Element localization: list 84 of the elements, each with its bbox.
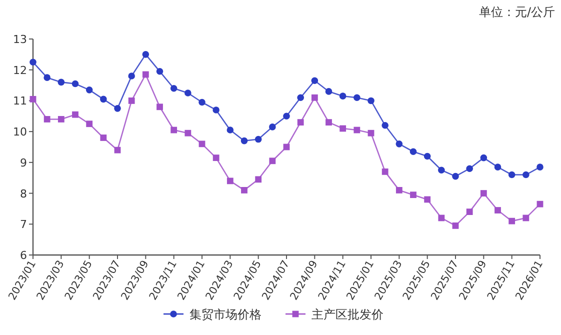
point bbox=[254, 136, 262, 143]
point bbox=[368, 97, 374, 104]
y-tick-label: 13 bbox=[13, 33, 27, 46]
y-tick-label: 7 bbox=[20, 218, 27, 232]
point bbox=[368, 130, 374, 136]
point bbox=[58, 78, 65, 86]
point bbox=[30, 96, 36, 102]
point bbox=[466, 208, 473, 215]
point bbox=[396, 187, 402, 194]
point bbox=[156, 104, 163, 110]
y-tick-label: 9 bbox=[20, 156, 27, 170]
point bbox=[170, 84, 178, 92]
point bbox=[424, 152, 431, 160]
point bbox=[30, 58, 36, 66]
point bbox=[198, 140, 206, 148]
point bbox=[326, 119, 332, 126]
point bbox=[410, 148, 417, 156]
point bbox=[114, 146, 121, 154]
point bbox=[86, 120, 93, 128]
point bbox=[100, 134, 107, 141]
y-tick-label: 6 bbox=[20, 249, 27, 262]
point bbox=[128, 72, 135, 80]
point bbox=[522, 171, 530, 178]
point bbox=[494, 207, 501, 214]
point bbox=[269, 158, 276, 164]
point bbox=[72, 80, 79, 88]
point bbox=[44, 116, 50, 122]
point bbox=[297, 94, 304, 102]
point bbox=[354, 126, 360, 134]
point bbox=[44, 74, 50, 81]
point bbox=[72, 111, 78, 118]
point bbox=[269, 124, 276, 130]
point bbox=[128, 98, 135, 104]
point bbox=[536, 164, 544, 170]
point bbox=[382, 168, 388, 175]
point bbox=[354, 94, 360, 102]
point bbox=[340, 125, 346, 132]
point bbox=[466, 165, 473, 172]
point bbox=[396, 140, 403, 148]
y-tick-label: 12 bbox=[13, 64, 27, 77]
point bbox=[212, 106, 220, 114]
point bbox=[86, 86, 93, 94]
point bbox=[240, 137, 248, 144]
point bbox=[212, 154, 220, 161]
y-tick-label: 11 bbox=[13, 94, 27, 108]
point bbox=[452, 172, 459, 180]
point bbox=[156, 68, 164, 75]
y-tick-label: 8 bbox=[20, 187, 27, 200]
point bbox=[382, 122, 388, 129]
point bbox=[311, 94, 318, 101]
point bbox=[226, 178, 234, 184]
point bbox=[522, 214, 530, 222]
legend-label: 主产区批发价 bbox=[312, 308, 384, 322]
point bbox=[536, 200, 544, 208]
point bbox=[241, 187, 248, 194]
point bbox=[480, 190, 487, 196]
point bbox=[114, 105, 121, 112]
point bbox=[100, 96, 107, 103]
point bbox=[184, 90, 192, 96]
point bbox=[142, 51, 150, 58]
text: 单位：元/公斤 bbox=[478, 5, 555, 19]
point bbox=[311, 77, 318, 84]
point bbox=[170, 126, 178, 134]
point bbox=[184, 130, 192, 136]
point bbox=[480, 154, 488, 162]
point bbox=[438, 214, 445, 222]
point bbox=[325, 88, 332, 95]
legend-label: 集贸市场价格 bbox=[190, 308, 262, 322]
point bbox=[494, 164, 502, 170]
point bbox=[297, 119, 304, 126]
point bbox=[438, 166, 445, 174]
point bbox=[283, 112, 290, 120]
point bbox=[58, 116, 64, 122]
point bbox=[424, 196, 431, 203]
point bbox=[226, 126, 234, 134]
point bbox=[508, 171, 516, 178]
point bbox=[452, 222, 459, 229]
point bbox=[508, 218, 516, 224]
y-tick-label: 10 bbox=[13, 126, 27, 139]
point bbox=[410, 192, 416, 198]
point bbox=[339, 92, 346, 100]
point bbox=[142, 71, 149, 78]
point bbox=[198, 98, 206, 106]
point bbox=[255, 176, 262, 183]
